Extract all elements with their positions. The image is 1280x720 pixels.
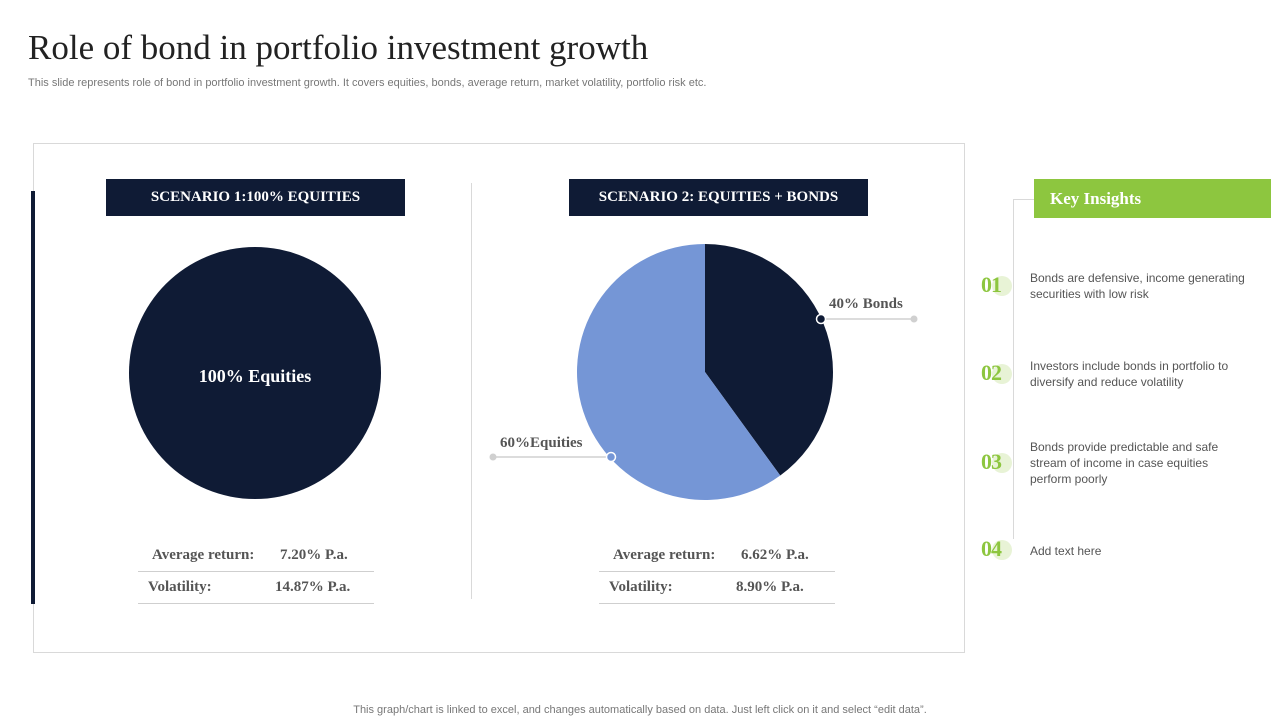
insight-number-2: 02 bbox=[981, 360, 1012, 386]
insight-text-2: Investors include bonds in portfolio to … bbox=[1030, 359, 1229, 389]
page-subtitle: This slide represents role of bond in po… bbox=[28, 77, 707, 89]
pie-slice-equities bbox=[129, 247, 381, 499]
scenario2-volatility-row: Volatility: 8.90% P.a. bbox=[599, 572, 835, 604]
scenario1-header: SCENARIO 1:100% EQUITIES bbox=[106, 179, 405, 216]
page-title: Role of bond in portfolio investment gro… bbox=[28, 28, 649, 67]
callout-end-bonds bbox=[910, 315, 918, 323]
volatility-value: 8.90% P.a. bbox=[736, 579, 804, 595]
insight-text-3: Bonds provide predictable and safe strea… bbox=[1030, 440, 1219, 486]
insight-number-1: 01 bbox=[981, 272, 1012, 298]
callout-dot-equities bbox=[605, 451, 617, 463]
volatility-label: Volatility: bbox=[609, 579, 673, 595]
slice-label-equities: 100% Equities bbox=[199, 366, 312, 386]
pie-slice-equities bbox=[577, 244, 781, 500]
scenario2-header: SCENARIO 2: EQUITIES + BONDS bbox=[569, 179, 868, 216]
avg-return-label: Average return: bbox=[152, 547, 255, 563]
scenario2-stats: Average return: 6.62% P.a. Volatility: 8… bbox=[599, 540, 835, 604]
scenario1-stats: Average return: 7.20% P.a. Volatility: 1… bbox=[138, 540, 374, 604]
pie-slice-bonds bbox=[705, 244, 834, 476]
insight-text-4: Add text here bbox=[1030, 544, 1102, 558]
insights-connector-v bbox=[1013, 199, 1014, 539]
scenario1-avg-return-row: Average return: 7.20% P.a. bbox=[138, 540, 374, 572]
avg-return-value: 6.62% P.a. bbox=[741, 547, 809, 563]
insight-number-4: 04 bbox=[981, 536, 1012, 562]
scenario-divider bbox=[471, 183, 472, 599]
volatility-value: 14.87% P.a. bbox=[275, 579, 351, 595]
avg-return-label: Average return: bbox=[613, 547, 716, 563]
key-insights-header: Key Insights bbox=[1034, 179, 1271, 218]
avg-return-value: 7.20% P.a. bbox=[280, 547, 348, 563]
volatility-label: Volatility: bbox=[148, 579, 212, 595]
scenario1-volatility-row: Volatility: 14.87% P.a. bbox=[138, 572, 374, 604]
insight-number-3: 03 bbox=[981, 449, 1012, 475]
panel-accent-bar bbox=[31, 191, 35, 604]
callout-end-equities bbox=[489, 453, 497, 461]
slice-label-bonds: 40% Bonds bbox=[829, 296, 903, 312]
insight-text-1: Bonds are defensive, income generating s… bbox=[1030, 271, 1245, 301]
insights-connector-h bbox=[1014, 199, 1034, 200]
footer-note: This graph/chart is linked to excel, and… bbox=[353, 704, 927, 716]
slice-label-equities-2: 60%Equities bbox=[500, 435, 583, 451]
scenario2-avg-return-row: Average return: 6.62% P.a. bbox=[599, 540, 835, 572]
callout-dot-bonds bbox=[815, 313, 827, 325]
